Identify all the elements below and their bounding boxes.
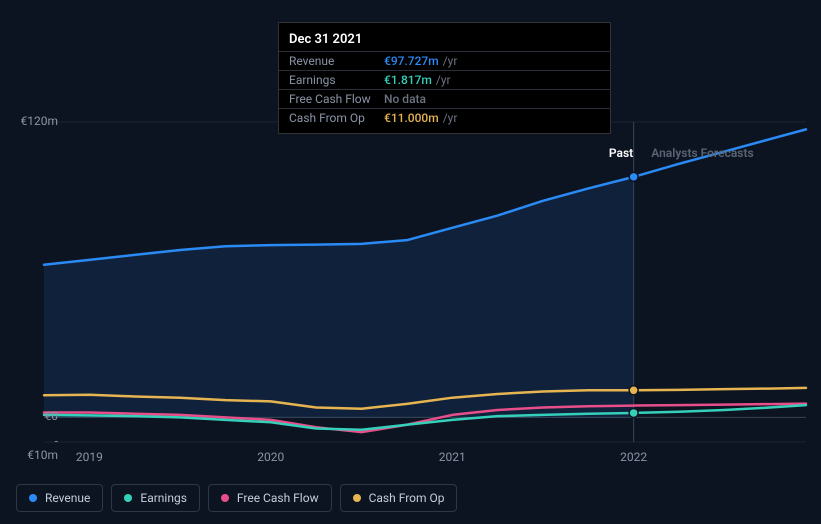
legend-label: Revenue [45,491,90,505]
legend-item[interactable]: Earnings [111,484,200,512]
tooltip-row: Revenue€97.727m/yr [279,51,610,70]
period-past-label: Past [609,146,633,160]
tooltip-row: Cash From Op€11.000m/yr [279,108,610,127]
legend-dot-icon [124,494,132,502]
tooltip-metric-value: €11.000m [384,111,439,125]
x-axis-label: 2021 [439,450,466,464]
period-forecast-label: Analysts Forecasts [651,146,753,160]
legend-item[interactable]: Revenue [16,484,103,512]
tooltip-row: Earnings€1.817m/yr [279,70,610,89]
tooltip-metric-unit: /yr [443,54,458,68]
legend-label: Free Cash Flow [237,491,319,505]
tooltip-row: Free Cash FlowNo data [279,89,610,108]
tooltip-metric-label: Free Cash Flow [289,92,384,106]
period-labels: Past Analysts Forecasts [609,146,754,160]
financials-chart[interactable]: Past Analysts Forecasts €120m€0-€10m 201… [16,122,806,442]
x-axis-label: 2020 [257,450,284,464]
chart-legend: Revenue Earnings Free Cash Flow Cash From O… [16,484,457,512]
y-axis-label: -€10m [27,434,58,462]
tooltip-date: Dec 31 2021 [279,29,610,51]
y-axis-label: €120m [21,114,59,128]
tooltip-metric-unit: /yr [436,73,451,87]
tooltip-metric-value: €1.817m [384,73,432,87]
tooltip-metric-label: Cash From Op [289,111,384,125]
y-axis-label: €0 [45,409,59,423]
tooltip-metric-label: Earnings [289,73,384,87]
x-axis-label: 2022 [620,450,647,464]
x-axis-label: 2019 [76,450,103,464]
tooltip-metric-unit: /yr [443,111,458,125]
legend-dot-icon [221,494,229,502]
legend-dot-icon [353,494,361,502]
tooltip-metric-value: No data [384,92,426,106]
tooltip-metric-value: €97.727m [384,54,439,68]
legend-item[interactable]: Free Cash Flow [208,484,332,512]
legend-dot-icon [29,494,37,502]
legend-label: Earnings [140,491,187,505]
tooltip-metric-label: Revenue [289,54,384,68]
legend-item[interactable]: Cash From Op [340,484,458,512]
chart-tooltip: Dec 31 2021 Revenue€97.727m/yrEarnings€1… [278,22,611,134]
legend-label: Cash From Op [369,491,445,505]
